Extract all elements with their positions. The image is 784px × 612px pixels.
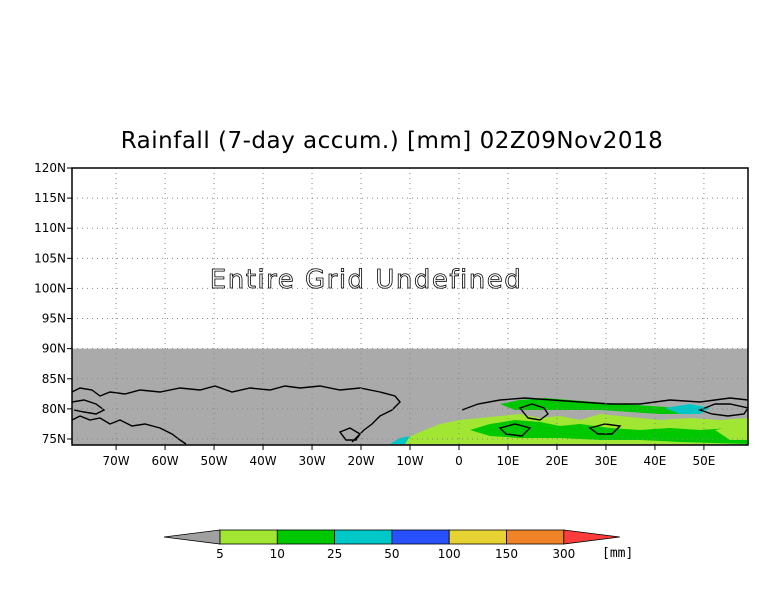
lon-tick-label: 50E: [692, 454, 715, 468]
lon-tick-label: 60W: [152, 454, 179, 468]
coastline-novaya-zemlya: [697, 403, 750, 417]
lat-tick-label: 90N: [42, 342, 66, 356]
lon-tick-label: 30E: [595, 454, 618, 468]
coastline-greenland-south: [71, 415, 187, 445]
lon-tick-label: 50W: [200, 454, 227, 468]
lon-tick-label: 40W: [249, 454, 276, 468]
colorbar-label: 100: [438, 547, 461, 561]
coastline-scandinavia: [461, 397, 749, 411]
coastline-canada-islands: [71, 399, 106, 415]
lon-tick-label: 10W: [396, 454, 423, 468]
colorbar-right-arrow: [563, 529, 620, 545]
colorbar-label: 10: [270, 547, 285, 561]
precipitation-field: [390, 398, 748, 444]
coastlines: [71, 385, 750, 445]
precip-patch-light-green-east: [715, 426, 748, 440]
lat-tick-label: 95N: [42, 312, 66, 326]
colorbar-bin: [276, 529, 335, 545]
colorbar-label: 25: [327, 547, 342, 561]
colorbar-bin: [448, 529, 507, 545]
coastline-iceland-area: [338, 427, 361, 441]
undefined-grid-annotation: Entire Grid Undefined: [210, 265, 522, 295]
colorbar-bin: [391, 529, 450, 545]
colorbar-label: 50: [384, 547, 399, 561]
latitude-labels: 120N 115N 110N 105N 100N 95N 90N 85N 80N 75N: [34, 161, 66, 446]
lon-tick-label: 20E: [546, 454, 569, 468]
axis-ticks: [67, 167, 705, 450]
lat-tick-label: 105N: [34, 251, 66, 265]
lat-tick-label: 120N: [34, 161, 66, 175]
lat-tick-label: 80N: [42, 402, 66, 416]
lat-tick-label: 110N: [34, 221, 66, 235]
colorbar-legend: 5 10 25 50 100 150 300: [163, 529, 620, 561]
coastline-svalbard: [518, 403, 549, 421]
coastline-greenland: [71, 385, 401, 443]
colorbar-bin: [219, 529, 278, 545]
colorbar-bin: [334, 529, 393, 545]
lat-tick-label: 75N: [42, 432, 66, 446]
map-frame: [71, 167, 749, 446]
colorbar-label: 150: [495, 547, 518, 561]
map-title: Rainfall (7-day accum.) [mm] 02Z09Nov201…: [120, 128, 664, 154]
coastline-kola: [588, 423, 622, 435]
longitude-labels: 70W 60W 50W 40W 30W 20W 10W 0 10E 20E 30E 40E 50E: [103, 454, 716, 468]
graticule: [72, 167, 748, 445]
lon-tick-label: 20W: [347, 454, 374, 468]
precip-patch-cyan-sw: [390, 436, 410, 444]
precip-patch-green: [470, 420, 748, 444]
colorbar-bin: [506, 529, 565, 545]
lon-tick-label: 10E: [497, 454, 520, 468]
coastline-east-islands: [498, 423, 532, 437]
lat-tick-label: 100N: [34, 281, 66, 295]
lat-tick-label: 85N: [42, 372, 66, 386]
lon-tick-label: 30W: [298, 454, 325, 468]
lon-tick-label: 40E: [643, 454, 666, 468]
colorbar-label: 5: [216, 547, 224, 561]
colorbar-left-arrow: [163, 529, 221, 545]
lon-tick-label: 70W: [103, 454, 130, 468]
precip-patch-green-north: [500, 398, 700, 414]
lat-tick-label: 115N: [34, 191, 66, 205]
colorbar-unit-label: [mm]: [602, 546, 633, 561]
colorbar-label: 300: [552, 547, 575, 561]
lon-tick-label: 0: [455, 454, 463, 468]
